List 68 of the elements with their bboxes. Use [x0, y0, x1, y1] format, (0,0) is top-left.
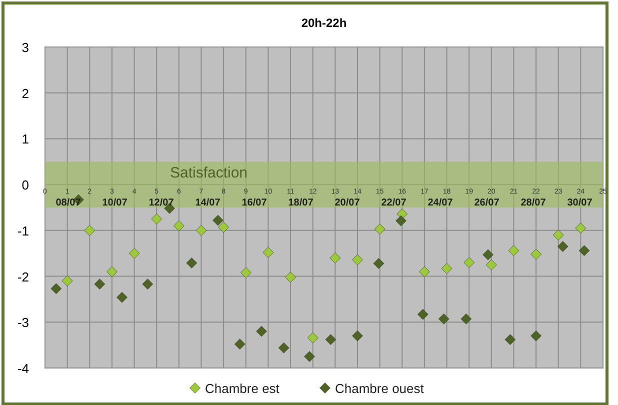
point: [212, 214, 224, 226]
point: [128, 248, 140, 259]
legend-label: Chambre est: [205, 381, 280, 396]
x2-tick-label: 12/07: [148, 198, 174, 209]
point: [464, 257, 475, 268]
point: [218, 222, 229, 233]
x2-tick-label: 08/07: [56, 198, 82, 209]
legend-label: Chambre ouest: [335, 381, 424, 396]
x2-tick-label: 20/07: [334, 198, 360, 209]
x2-tick-label: 14/07: [195, 198, 221, 209]
point: [151, 214, 162, 224]
point: [240, 267, 252, 278]
point: [486, 259, 497, 270]
point: [50, 283, 62, 294]
point: [196, 224, 207, 236]
point: [352, 330, 363, 342]
point: [417, 308, 428, 320]
point: [530, 330, 542, 342]
x2-tick-label: 30/07: [567, 198, 593, 209]
point: [552, 230, 564, 240]
y-tick-label: 1: [22, 132, 29, 147]
point: [186, 258, 198, 268]
point: [173, 220, 184, 232]
point: [419, 266, 430, 278]
x2-tick-label: 16/07: [242, 198, 268, 209]
x2-tick-label: 22/07: [381, 198, 407, 209]
point: [460, 313, 472, 324]
point: [116, 292, 128, 303]
point: [234, 338, 246, 350]
point: [94, 278, 106, 290]
point: [441, 263, 452, 274]
point: [285, 272, 296, 283]
y-tick-label: -2: [17, 269, 29, 284]
x2-tick-label: 28/07: [520, 198, 546, 209]
point: [307, 332, 318, 344]
x2-tick-label: 26/07: [474, 198, 500, 209]
x2-tick-label: 10/07: [102, 198, 128, 209]
point: [304, 351, 315, 362]
y-tick-label: -4: [17, 361, 29, 376]
point: [438, 313, 450, 324]
x2-tick-label: 18/07: [288, 198, 314, 209]
point: [396, 215, 406, 226]
point: [504, 334, 516, 346]
point: [374, 224, 386, 234]
point: [575, 222, 586, 234]
point: [106, 266, 118, 278]
point: [557, 241, 568, 252]
x2-tick-label: 24/07: [428, 198, 454, 209]
point: [373, 258, 384, 269]
point: [330, 252, 341, 264]
band-label: Satisfaction: [170, 164, 248, 182]
point: [142, 278, 154, 290]
point: [262, 247, 274, 258]
point: [278, 342, 290, 354]
point: [482, 249, 494, 260]
point: [352, 254, 363, 266]
point: [256, 326, 267, 337]
point: [508, 245, 520, 256]
y-tick-label: 2: [22, 86, 29, 101]
chart-title: 20h-22h: [301, 16, 347, 30]
point: [530, 248, 542, 260]
point: [62, 275, 73, 286]
point: [578, 245, 590, 256]
y-tick-label: -1: [17, 223, 29, 238]
point: [325, 334, 336, 346]
point: [84, 224, 96, 236]
y-tick-label: 3: [22, 40, 29, 55]
y-tick-label: -3: [17, 315, 29, 330]
